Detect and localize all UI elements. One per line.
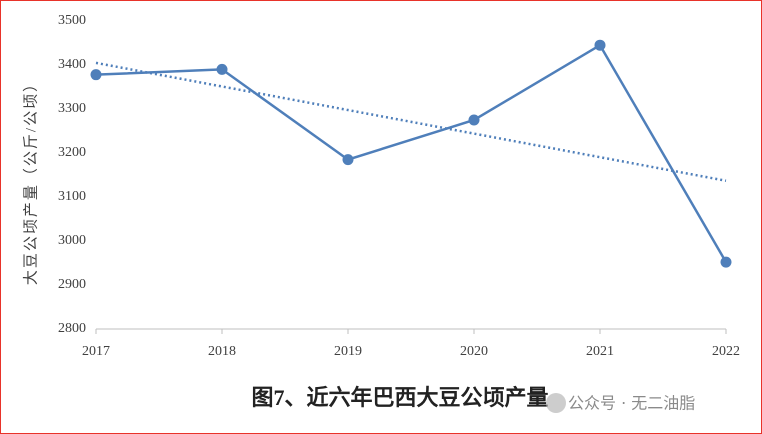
y-tick-label: 3300 [58,101,86,116]
x-tick-label: 2021 [586,344,614,359]
point [468,114,480,126]
point [216,63,228,75]
y-tick-label: 2900 [58,277,86,292]
watermark-icon [546,393,566,413]
point [720,256,732,268]
trendline [95,61,727,182]
point [342,154,354,166]
x-tick-label: 2018 [208,344,236,359]
point [90,69,102,81]
y-tick-label: 3400 [58,57,86,72]
line [95,43,728,263]
y-tick-label: 3100 [58,189,86,204]
y-tick-label: 3000 [58,233,86,248]
x-tick-label: 2017 [82,344,110,359]
caption: 图7、近六年巴西大豆公顷产量 [251,385,548,410]
y-axis-label: 大豆公顷产量（公斤/公顷） [22,75,39,285]
watermark: 公众号 · 无二油脂 [568,394,695,413]
x-tick-label: 2019 [334,344,362,359]
y-tick-label: 3500 [58,13,86,28]
y-tick-label: 3200 [58,145,86,160]
x-tick-label: 2020 [460,344,488,359]
x-tick-label: 2022 [712,344,740,359]
y-tick-label: 2800 [58,321,86,336]
point [594,39,606,51]
